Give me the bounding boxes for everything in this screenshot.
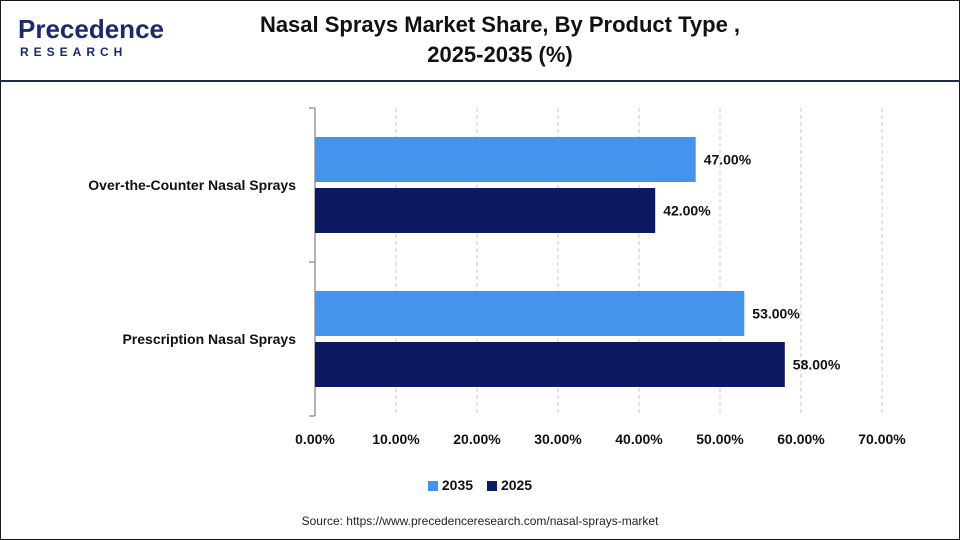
bar-2025 bbox=[315, 342, 785, 387]
source-note: Source: https://www.precedenceresearch.c… bbox=[301, 514, 659, 528]
legend: 2035 2025 bbox=[0, 477, 960, 493]
x-tick-label: 60.00% bbox=[777, 431, 825, 447]
x-tick-label: 20.00% bbox=[453, 431, 501, 447]
header: Precedence RESEARCH Nasal Sprays Market … bbox=[0, 0, 960, 82]
x-tick-label: 10.00% bbox=[372, 431, 420, 447]
category-label: Over-the-Counter Nasal Sprays bbox=[88, 177, 296, 193]
x-tick-label: 70.00% bbox=[858, 431, 906, 447]
chart-title-line2: 2025-2035 (%) bbox=[427, 42, 573, 67]
legend-item-2025: 2025 bbox=[486, 477, 533, 493]
brand-logo: Precedence RESEARCH bbox=[18, 14, 168, 64]
legend-swatch-2035 bbox=[427, 481, 438, 491]
category-label: Prescription Nasal Sprays bbox=[122, 331, 296, 347]
bar-2025 bbox=[315, 188, 656, 233]
data-label: 42.00% bbox=[663, 203, 711, 219]
data-label: 47.00% bbox=[704, 152, 752, 168]
x-tick-label: 30.00% bbox=[534, 431, 582, 447]
x-tick-label: 40.00% bbox=[615, 431, 663, 447]
data-label: 58.00% bbox=[793, 357, 841, 373]
logo-word: Precedence bbox=[18, 14, 164, 44]
chart-title-line1: Nasal Sprays Market Share, By Product Ty… bbox=[259, 12, 741, 37]
legend-label-2025: 2025 bbox=[500, 477, 533, 493]
x-tick-label: 50.00% bbox=[696, 431, 744, 447]
bar-2035 bbox=[315, 137, 696, 182]
legend-swatch-2025 bbox=[486, 481, 497, 491]
data-label: 53.00% bbox=[752, 306, 800, 322]
logo-subtitle: RESEARCH bbox=[20, 45, 128, 59]
x-tick-label: 0.00% bbox=[295, 431, 335, 447]
legend-item-2035: 2035 bbox=[427, 477, 474, 493]
legend-label-2035: 2035 bbox=[441, 477, 474, 493]
bar-2035 bbox=[315, 291, 745, 336]
chart-title: Nasal Sprays Market Share, By Product Ty… bbox=[220, 10, 780, 70]
